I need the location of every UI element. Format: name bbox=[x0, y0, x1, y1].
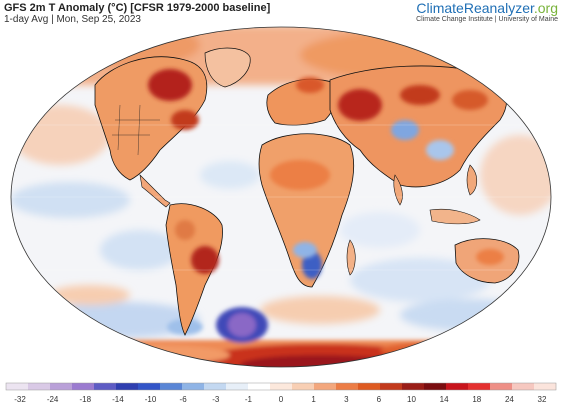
colorbar-legend: -32 -24 -18 -14 -10 -6 -3 -1 0 1 3 6 10 14 18 24 32 bbox=[0, 380, 562, 405]
anomaly-field bbox=[11, 27, 551, 367]
colorbar-tick-label: -24 bbox=[47, 395, 59, 404]
colorbar-swatch bbox=[204, 383, 227, 390]
colorbar-tick-label: -14 bbox=[112, 395, 124, 404]
colorbar-swatch bbox=[380, 383, 403, 390]
colorbar-tick-label: -6 bbox=[180, 395, 188, 404]
colorbar-swatch bbox=[534, 383, 557, 390]
world-map bbox=[10, 26, 552, 368]
colorbar-tick-label: 32 bbox=[538, 395, 547, 404]
colorbar-swatch bbox=[402, 383, 425, 390]
colorbar-swatch bbox=[116, 383, 139, 390]
colorbar-swatch bbox=[28, 383, 51, 390]
colorbar-tick-label: -18 bbox=[80, 395, 92, 404]
colorbar-swatch bbox=[182, 383, 205, 390]
colorbar-swatch bbox=[292, 383, 315, 390]
colorbar-swatch bbox=[6, 383, 29, 390]
colorbar-swatch bbox=[50, 383, 73, 390]
brand-climate: Climate bbox=[416, 0, 464, 16]
colorbar-tick-label: -32 bbox=[14, 395, 26, 404]
colorbar-swatch bbox=[358, 383, 381, 390]
south-america bbox=[165, 203, 223, 336]
colorbar-swatch bbox=[94, 383, 117, 390]
brand-logo[interactable]: ClimateReanalyzer.org Climate Change Ins… bbox=[416, 1, 558, 23]
colorbar-swatch bbox=[336, 383, 359, 390]
map-subtitle: 1-day Avg | Mon, Sep 25, 2023 bbox=[4, 14, 141, 25]
north-america bbox=[94, 56, 208, 208]
greenland bbox=[204, 47, 251, 88]
colorbar: -32 -24 -18 -14 -10 -6 -3 -1 0 1 3 6 10 14 18 24 32 bbox=[5, 382, 557, 404]
anomaly-map bbox=[0, 25, 562, 370]
brand-subtitle: Climate Change Institute | University of… bbox=[416, 16, 558, 23]
colorbar-swatch bbox=[490, 383, 513, 390]
colorbar-tick-label: -3 bbox=[212, 395, 220, 404]
colorbar-swatch bbox=[314, 383, 337, 390]
brand-reanalyzer: Reanalyzer bbox=[463, 0, 534, 16]
colorbar-tick-label: -10 bbox=[145, 395, 157, 404]
colorbar-swatch bbox=[468, 383, 491, 390]
colorbar-swatch bbox=[138, 383, 161, 390]
header: GFS 2m T Anomaly (°C) [CFSR 1979-2000 ba… bbox=[0, 0, 562, 25]
colorbar-swatch bbox=[512, 383, 535, 390]
globe-outline bbox=[10, 26, 552, 368]
colorbar-tick-label: 6 bbox=[377, 395, 382, 404]
colorbar-border bbox=[5, 382, 557, 391]
brand-name: ClimateReanalyzer.org bbox=[416, 1, 558, 15]
colorbar-tick-label: 10 bbox=[407, 395, 416, 404]
colorbar-swatch bbox=[226, 383, 249, 390]
colorbar-swatch bbox=[160, 383, 183, 390]
colorbar-swatch bbox=[424, 383, 447, 390]
colorbar-swatch bbox=[270, 383, 293, 390]
colorbar-tick-label: 18 bbox=[472, 395, 481, 404]
europe bbox=[266, 77, 338, 126]
colorbar-tick-label: 1 bbox=[311, 395, 316, 404]
colorbar-swatch bbox=[248, 383, 271, 390]
brand-org: .org bbox=[533, 0, 558, 16]
colorbar-tick-label: 3 bbox=[344, 395, 349, 404]
colorbar-tick-label: -1 bbox=[245, 395, 253, 404]
colorbar-tick-label: 0 bbox=[279, 395, 284, 404]
colorbar-swatch bbox=[72, 383, 95, 390]
map-title: GFS 2m T Anomaly (°C) [CFSR 1979-2000 ba… bbox=[4, 2, 271, 14]
colorbar-tick-label: 24 bbox=[505, 395, 514, 404]
africa bbox=[258, 133, 356, 288]
colorbar-swatch bbox=[446, 383, 469, 390]
asia bbox=[329, 65, 507, 225]
colorbar-tick-label: 14 bbox=[440, 395, 449, 404]
